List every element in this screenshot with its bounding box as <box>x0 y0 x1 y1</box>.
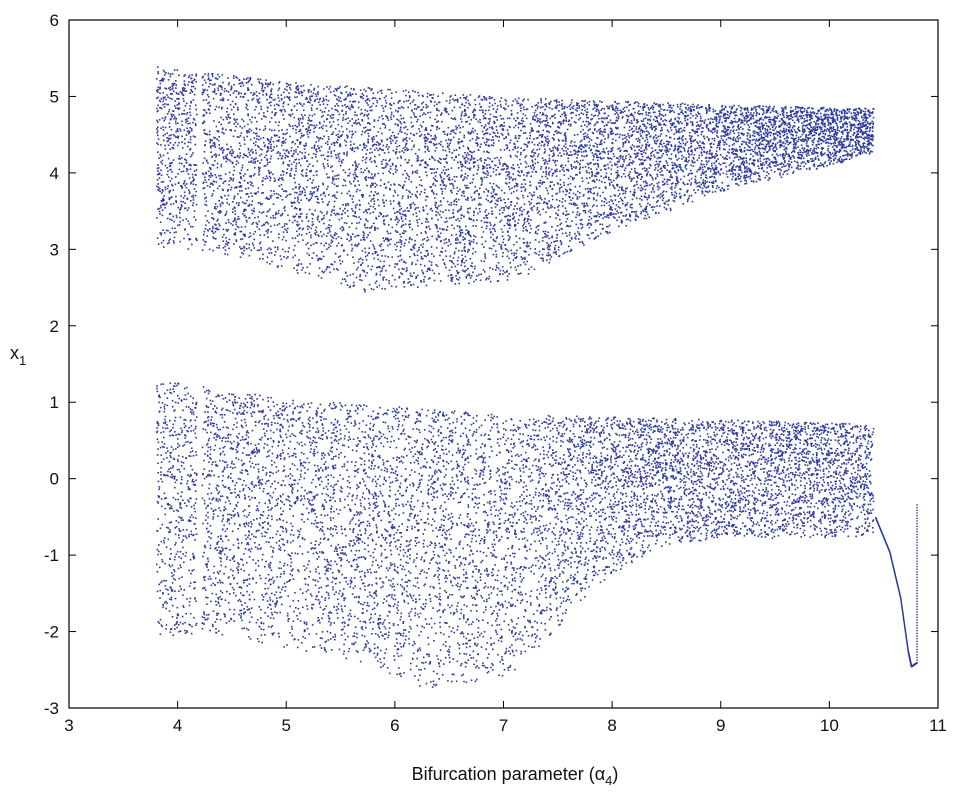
tick-labels: 3 4 5 6 7 8 9 10 11 -3 -2 -1 0 1 2 3 4 5 6 <box>44 11 947 735</box>
axis-ticks <box>68 19 939 709</box>
y-tick-label: 4 <box>50 164 59 183</box>
y-tick-label: 6 <box>50 11 59 30</box>
y-axis-title-subscript: 1 <box>19 353 26 368</box>
x-tick-label: 9 <box>716 716 725 735</box>
y-tick-label: -1 <box>44 546 59 565</box>
y-tick-label: 1 <box>50 393 59 412</box>
x-axis-title-greek: α <box>595 764 605 784</box>
x-tick-label: 3 <box>64 716 73 735</box>
x-axis-title-close: ) <box>612 764 618 784</box>
y-tick-label: 2 <box>50 317 59 336</box>
x-tick-label: 7 <box>499 716 508 735</box>
series-periodic-branch <box>875 504 918 668</box>
series-upper-chaotic-band <box>155 66 875 293</box>
scatter-points <box>155 66 918 688</box>
x-tick-label: 5 <box>282 716 291 735</box>
x-tick-label: 8 <box>607 716 616 735</box>
x-tick-label: 11 <box>929 716 947 735</box>
x-axis-title-main: Bifurcation parameter ( <box>412 764 595 784</box>
x-tick-label: 4 <box>173 716 182 735</box>
y-axis-title-main: x <box>10 343 19 363</box>
y-tick-label: 0 <box>50 470 59 489</box>
x-axis-title-subscript: 4 <box>605 773 612 788</box>
y-tick-label: 3 <box>50 240 59 259</box>
x-tick-label: 10 <box>820 716 839 735</box>
x-tick-label: 6 <box>390 716 399 735</box>
y-tick-label: 5 <box>50 87 59 106</box>
y-tick-label: -3 <box>44 699 59 718</box>
y-tick-label: -2 <box>44 623 59 642</box>
series-lower-chaotic-band <box>156 382 875 688</box>
x-axis-title: Bifurcation parameter (α4) <box>412 764 619 788</box>
y-axis-title: x1 <box>10 343 26 368</box>
